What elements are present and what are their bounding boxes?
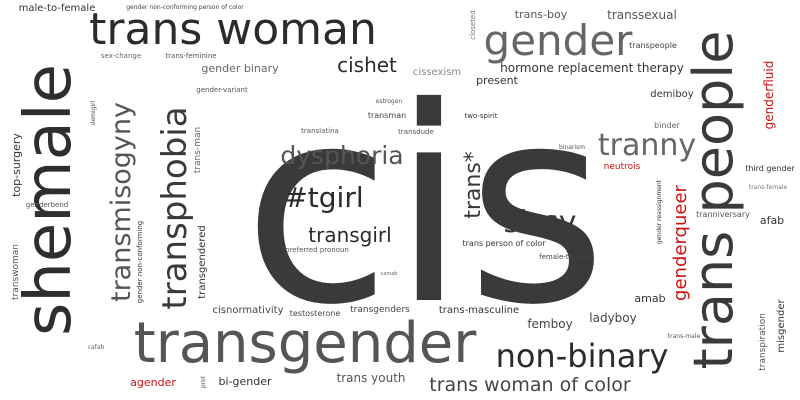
word-demiboy: demiboy [650,89,693,100]
word-gender-non-conforming: gender non-conforming [136,221,144,303]
word-trans: trans* [461,151,486,219]
word-bi-gender: bi-gender [218,375,271,388]
word-transgirl: transgirl [308,223,391,247]
word-gender-variant: gender-variant [196,86,248,94]
word-gender: gender [484,16,634,65]
word-genderqueer: genderqueer [670,184,691,300]
word-tgirl: #tgirl [284,181,363,214]
word-dysphoria: dysphoria [280,141,403,170]
word-trans-male: trans-male [668,333,701,340]
word-trans-man: trans-man [193,127,203,173]
word-trans-woman: trans woman [89,4,377,55]
word-genderfluid: genderfluid [762,61,776,130]
word-camab: camab [381,271,398,277]
word-ladyboy: ladyboy [589,311,636,325]
word-binder: binder [654,121,680,130]
word-agender: agender [130,376,176,389]
word-top-surgery: top-surgery [10,133,23,197]
word-demigirl: demigirl [90,100,97,125]
word-tranniversary: tranniversary [696,210,750,219]
word-testosterone: testosterone [290,309,341,318]
word-estrogen: estrogen [376,98,403,105]
word-transgenders: transgenders [350,305,410,315]
word-cishet: cishet [337,53,397,77]
word-trans-person-of-color: trans person of color [462,239,546,248]
word-transgendered: transgendered [197,225,208,298]
word-translatina: translatina [301,127,339,135]
word-gender-binary: gender binary [201,62,279,75]
word-male-to-female: male-to-female [19,3,96,14]
word-transwoman: transwoman [11,244,21,300]
word-present: present [476,74,519,87]
word-genderbend: genderbend [26,201,68,209]
word-trans-people: trans people [682,30,745,369]
word-cisnormativity: cisnormativity [213,305,284,316]
word-misgender: misgender [776,299,787,353]
word-amab: amab [634,292,665,305]
word-transgender: transgender [134,311,477,376]
word-non-binary: non-binary [496,337,669,375]
word-female-to-male: female-to-male [539,253,593,261]
word-transdude: transdude [398,128,434,136]
word-shemale: shemale [12,64,86,336]
word-trans-woman-of-color: trans woman of color [429,374,631,396]
word-gender-non-conforming-person-of-color: gender non-conforming person of color [126,4,244,11]
word-pret: pret [200,375,207,388]
word-trans-feminine: trans-feminine [165,52,216,60]
word-transpeople: transpeople [629,41,677,50]
word-femboy: femboy [527,317,572,331]
word-transphobia: transphobia [155,106,195,309]
word-closeted: closeted [469,10,477,40]
word-afab: afab [760,214,784,227]
word-two-spirit: two-spirit [464,112,497,120]
word-transsexual: transsexual [607,8,677,22]
word-neutrois: neutrois [604,162,641,172]
word-trans-masculine: trans-masculine [439,305,519,316]
word-transmisogyny: transmisogyny [106,102,137,302]
word-cissexism: cissexism [413,67,461,78]
word-third-gender: third gender [745,164,795,173]
word-cafab: cafab [88,344,105,351]
word-sex-change: sex-change [101,52,141,60]
word-cis: cis [243,49,607,364]
word-trans-youth: trans youth [336,371,405,385]
word-transman: transman [368,111,406,120]
word-trans-female: trans-female [749,184,788,191]
word-tranny: tranny [598,128,696,163]
word-trans-boy: trans-boy [515,8,568,21]
word-sissy: sissy [504,205,577,240]
word-hormone-replacement-therapy: hormone replacement therapy [500,61,684,75]
word-gender-reassignment: gender reassignment [656,179,663,244]
word-binarism: binarism [559,144,585,151]
word-transpiration: transpiration [758,313,768,371]
word-preferred-pronoun: preferred pronoun [285,246,349,254]
